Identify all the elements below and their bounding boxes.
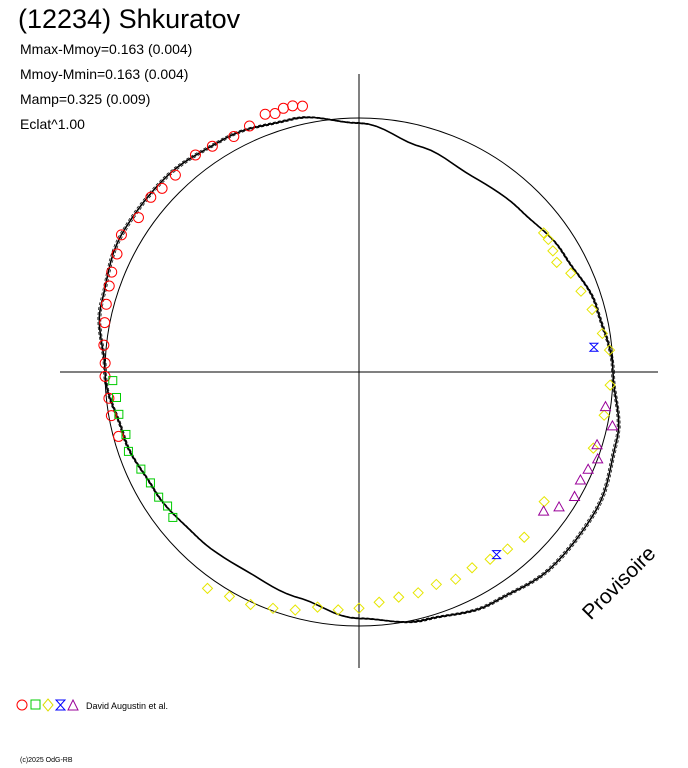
data-point-diamond: [551, 256, 563, 269]
data-point-square: [121, 429, 131, 439]
data-point-diamond: [311, 601, 324, 613]
data-point-diamond: [565, 267, 577, 279]
data-point-diamond: [430, 578, 443, 591]
data-point-triangle: [574, 473, 587, 485]
data-point-square: [168, 512, 178, 522]
credit-text: David Augustin et al.: [86, 701, 169, 711]
data-point-circle: [99, 357, 111, 369]
data-point-diamond: [201, 582, 214, 595]
page-title: (12234) Shkuratov: [18, 4, 241, 34]
data-point-circle: [228, 131, 240, 143]
data-point-circle: [189, 149, 201, 161]
stat-mean-min: Mmoy-Mmin=0.163 (0.004): [20, 66, 189, 82]
data-point-diamond: [596, 327, 609, 340]
data-point-circle: [132, 212, 144, 224]
data-point-circle: [243, 120, 255, 132]
data-point-diamond: [587, 442, 600, 454]
data-point-diamond: [598, 409, 610, 421]
data-point-circle: [287, 100, 299, 112]
data-point-circle: [277, 102, 289, 114]
data-point-triangle: [591, 438, 603, 450]
data-point-triangle: [606, 419, 619, 431]
data-point-square: [154, 492, 164, 502]
data-point-square: [145, 478, 155, 488]
data-point-diamond: [353, 602, 365, 614]
data-point-diamond: [542, 233, 555, 246]
data-point-triangle: [553, 500, 565, 512]
data-point-circle: [98, 339, 110, 351]
copyright-text: (c)2025 OdG-RB: [20, 757, 73, 764]
data-point-diamond: [289, 604, 301, 616]
data-point-triangle: [568, 490, 581, 501]
data-point-diamond: [412, 587, 424, 599]
data-point-diamond: [547, 245, 559, 257]
data-point-circle: [111, 248, 123, 260]
data-points-group: [98, 100, 619, 616]
data-point-diamond: [586, 303, 598, 316]
data-point-triangle: [582, 463, 594, 474]
data-point-circle: [106, 266, 118, 278]
data-point-square: [108, 376, 118, 386]
data-point-triangle: [599, 400, 612, 412]
data-point-diamond: [537, 227, 550, 239]
data-point-diamond: [332, 604, 344, 616]
data-point-circle: [296, 100, 308, 112]
data-point-circle: [269, 108, 281, 120]
data-point-diamond: [392, 591, 405, 603]
data-point-circle: [259, 108, 271, 120]
fit-curve-group: [97, 116, 621, 624]
data-point-diamond: [603, 344, 616, 356]
legend-markers: [16, 698, 79, 712]
data-point-diamond: [373, 596, 385, 608]
data-point-circle: [99, 317, 111, 329]
data-point-circle: [115, 229, 127, 241]
data-point-circle: [206, 140, 218, 152]
data-point-circle: [156, 182, 168, 194]
data-point-circle: [105, 410, 117, 422]
data-point-square: [163, 501, 173, 511]
data-point-circle: [145, 191, 157, 203]
fit-curve-envelope: [97, 116, 618, 622]
data-point-diamond: [466, 562, 478, 574]
data-point-diamond: [538, 495, 550, 508]
data-point-square: [111, 392, 121, 402]
data-point-circle: [169, 169, 181, 181]
data-point-diamond: [484, 553, 496, 565]
stat-max-mean: Mmax-Mmoy=0.163 (0.004): [20, 41, 193, 57]
data-point-circle: [100, 298, 112, 310]
data-point-diamond: [449, 573, 462, 585]
stat-amplitude: Mamp=0.325 (0.009): [20, 91, 151, 107]
data-point-hourglass: [588, 342, 600, 352]
data-point-circle: [113, 430, 125, 442]
data-point-diamond: [501, 543, 514, 555]
data-point-triangle: [591, 452, 604, 464]
legend-diamond-icon: [42, 698, 54, 712]
data-point-hourglass: [491, 550, 502, 560]
data-point-diamond: [244, 598, 257, 611]
data-point-square: [114, 409, 124, 419]
data-point-triangle: [537, 505, 550, 516]
data-point-diamond: [604, 379, 616, 391]
data-point-diamond: [575, 285, 587, 297]
legend-square-icon: [30, 699, 41, 710]
data-point-diamond: [223, 590, 236, 603]
legend-circle-icon: [16, 699, 28, 711]
stat-eclat: Eclat^1.00: [20, 116, 85, 132]
data-point-circle: [103, 392, 115, 404]
data-point-diamond: [518, 531, 530, 543]
data-point-square: [136, 464, 146, 474]
legend-hourglass-icon: [54, 699, 67, 711]
data-point-diamond: [267, 602, 279, 615]
data-point-square: [123, 446, 133, 456]
legend-triangle-icon: [67, 698, 79, 711]
data-point-circle: [103, 280, 115, 292]
